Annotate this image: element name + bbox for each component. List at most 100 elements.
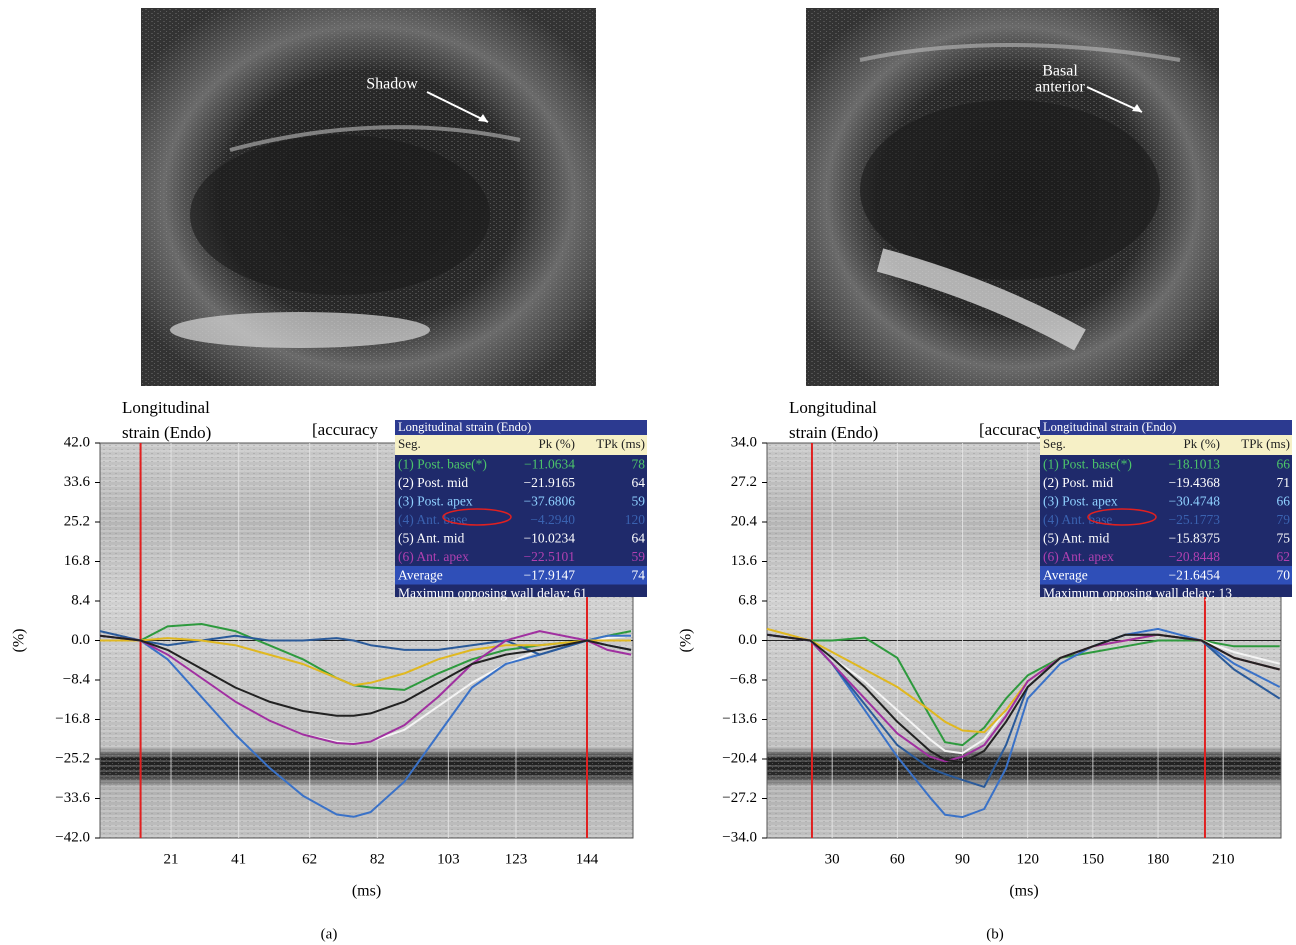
chart-annotation: [accuracy	[312, 420, 379, 439]
table-cell: −22.5101	[524, 549, 576, 564]
strain-table: Longitudinal strain (Endo) Seg. Pk (%) TPk …	[395, 420, 647, 601]
table-footer: Maximum opposing wall delay: 61	[398, 586, 587, 601]
table-cell: (4) Ant. base	[1043, 512, 1112, 527]
table-title-bar	[395, 420, 647, 435]
chart-subtitle: strain (Endo)	[789, 423, 878, 442]
table-cell: (3) Post. apex	[1043, 493, 1118, 508]
table-cell: 79	[1277, 512, 1291, 527]
x-tick-label: 144	[576, 851, 599, 867]
y-tick-label: −33.6	[55, 790, 90, 806]
series-line	[766, 633, 1280, 747]
y-tick-label: 27.2	[731, 474, 757, 490]
x-tick-label: 103	[437, 851, 460, 867]
chart-subtitle: Longitudinal	[789, 398, 877, 417]
table-cell: (4) Ant. base	[398, 512, 467, 527]
y-tick-label: 6.8	[738, 592, 757, 608]
table-cell: −20.8448	[1169, 549, 1221, 564]
table-cell: −25.1773	[1169, 512, 1221, 527]
image-annotation: anterior	[1035, 79, 1085, 96]
y-tick-label: 13.6	[731, 553, 758, 569]
y-tick-label: 33.6	[64, 474, 91, 490]
table-footer: Maximum opposing wall delay: 13	[1043, 586, 1232, 601]
table-cell: −30.4748	[1169, 493, 1221, 508]
table-cell: −17.9147	[524, 567, 576, 582]
x-tick-label: 180	[1147, 851, 1170, 867]
table-header: Seg.	[1043, 436, 1066, 451]
strain-table: Longitudinal strain (Endo) Seg. Pk (%) TPk …	[1040, 420, 1292, 601]
table-title: Longitudinal strain (Endo)	[398, 420, 531, 434]
table-cell: Average	[398, 567, 443, 582]
x-axis-label: (ms)	[1009, 883, 1038, 900]
highlight-oval	[442, 508, 512, 526]
table-cell: 75	[1277, 530, 1291, 545]
table-header: Pk (%)	[1184, 436, 1220, 451]
y-tick-label: −16.8	[55, 711, 90, 727]
caption: (b)	[986, 926, 1004, 942]
table-cell: 78	[632, 456, 646, 471]
x-tick-label: 30	[825, 851, 840, 867]
x-tick-label: 150	[1082, 851, 1105, 867]
table-cell: (5) Ant. mid	[1043, 530, 1110, 545]
table-cell: −15.8375	[1169, 530, 1221, 545]
table-cell: (6) Ant. apex	[398, 549, 469, 564]
x-tick-label: 41	[231, 851, 246, 867]
y-tick-label: −27.2	[722, 790, 757, 806]
table-header-bar	[1040, 435, 1292, 455]
x-tick-label: 210	[1212, 851, 1235, 867]
x-tick-label: 21	[164, 851, 179, 867]
table-cell: 59	[632, 493, 646, 508]
chart-subtitle: strain (Endo)	[122, 423, 211, 442]
series-line	[766, 627, 1281, 819]
table-cell: (3) Post. apex	[398, 493, 473, 508]
x-tick-label: 82	[370, 851, 385, 867]
y-tick-label: −13.6	[722, 711, 757, 727]
y-tick-label: 20.4	[731, 513, 758, 529]
y-tick-label: 16.8	[64, 553, 90, 569]
y-tick-label: −34.0	[722, 829, 757, 845]
y-tick-label: 0.0	[71, 632, 90, 648]
charts: −42.0 −33.6 −25.2 −16.8 −8.4 0.0 8.4 16.8 25.2 33…	[11, 398, 1292, 900]
y-tick-label: −6.8	[730, 671, 757, 687]
table-header: TPk (ms)	[596, 436, 645, 451]
table-cell: 74	[632, 567, 646, 582]
table-cell: −18.1013	[1169, 456, 1221, 471]
table-cell: −4.2940	[530, 512, 575, 527]
y-tick-label: −42.0	[55, 829, 90, 845]
caption: (a)	[321, 926, 338, 942]
table-header: Pk (%)	[539, 436, 575, 451]
y-tick-label: −25.2	[55, 750, 90, 766]
x-tick-label: 90	[955, 851, 970, 867]
table-cell: −21.9165	[524, 475, 576, 490]
table-cell: (2) Post. mid	[1043, 475, 1113, 490]
table-cell: (5) Ant. mid	[398, 530, 465, 545]
table-cell: Average	[1043, 567, 1088, 582]
x-tick-label: 123	[505, 851, 528, 867]
table-cell: 66	[1277, 456, 1291, 471]
ultrasound-image-b	[806, 8, 1219, 386]
image-annotation: Basal	[1042, 63, 1078, 80]
y-tick-label: 25.2	[64, 513, 90, 529]
table-header: Seg.	[398, 436, 421, 451]
table-cell: (1) Post. base(*)	[1043, 456, 1132, 471]
y-tick-label: −20.4	[722, 750, 757, 766]
table-cell: (2) Post. mid	[398, 475, 468, 490]
series-line	[99, 630, 632, 656]
table-cell: 59	[632, 549, 646, 564]
y-axis-label: (%)	[678, 629, 695, 653]
y-tick-label: −8.4	[63, 671, 91, 687]
table-cell: −11.0634	[524, 456, 575, 471]
y-tick-label: 42.0	[64, 434, 90, 450]
y-axis-label: (%)	[11, 629, 28, 653]
table-cell: 70	[1277, 567, 1291, 582]
y-tick-label: 8.4	[71, 592, 90, 608]
table-cell: −21.6454	[1169, 567, 1221, 582]
y-tick-label: 0.0	[738, 632, 757, 648]
chart: −42.0 −33.6 −25.2 −16.8 −8.4 0.0 8.4 16.8 25.2 33…	[11, 398, 647, 900]
series-line	[100, 637, 631, 687]
chart-annotation: [accuracy	[979, 420, 1046, 439]
x-tick-label: 62	[302, 851, 317, 867]
table-cell: 64	[632, 530, 646, 545]
highlight-oval	[1087, 508, 1157, 526]
